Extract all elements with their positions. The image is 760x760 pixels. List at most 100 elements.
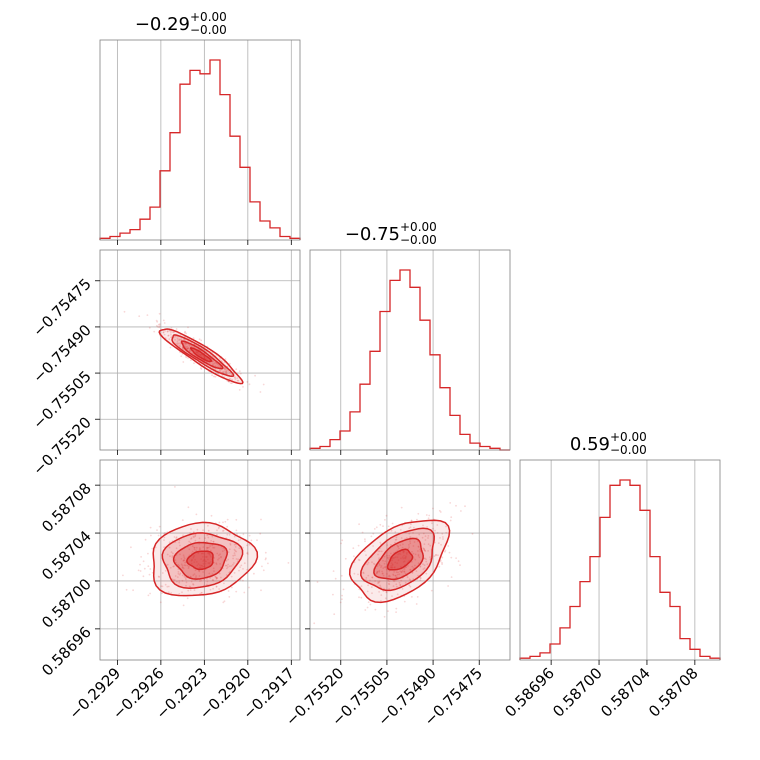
scatter-point [164,330,167,332]
scatter-point [388,570,391,572]
scatter-point [211,374,214,377]
scatter-point [224,368,227,371]
scatter-point [411,550,413,553]
scatter-point [167,334,170,337]
scatter-point [206,546,208,549]
scatter-point [436,524,439,526]
scatter-point [172,565,175,568]
scatter-point [186,347,189,350]
scatter-point [447,545,450,547]
scatter-point [425,514,428,516]
scatter-point [361,531,364,534]
scatter-point [227,590,230,592]
scatter-point [380,565,383,567]
scatter-point [352,547,355,550]
scatter-point [194,535,197,538]
scatter-point [437,554,439,557]
scatter-point [408,559,410,562]
scatter-point [215,576,218,579]
scatter-point [358,596,360,599]
scatter-point [441,561,443,564]
scatter-point [195,546,198,549]
scatter-point [163,546,166,549]
scatter-point [209,549,212,552]
scatter-point [208,546,210,549]
scatter-point [409,536,412,539]
scatter-point [204,556,207,558]
scatter-point [398,552,401,555]
scatter-point [206,534,209,537]
scatter-point [208,562,211,565]
panel-2-1 [309,459,511,661]
scatter-point [380,550,383,553]
scatter-point [260,518,262,521]
scatter-point [395,536,398,539]
scatter-point [416,596,419,598]
scatter-point [198,547,201,549]
scatter-point [182,560,185,562]
param-title-minus: −0.00 [190,23,227,37]
scatter-point [156,529,158,531]
scatter-point [140,556,143,558]
scatter-point [400,537,403,539]
scatter-point [384,566,387,569]
scatter-point [397,545,399,548]
scatter-point [390,562,393,564]
scatter-point [198,575,201,577]
scatter-point [242,568,244,570]
scatter-point [219,357,222,360]
scatter-point [239,372,242,375]
scatter-point [395,583,398,586]
scatter-point [362,571,365,574]
scatter-point [376,572,378,574]
scatter-point [405,551,408,554]
scatter-point [206,546,209,549]
scatter-point [408,544,410,546]
scatter-point [184,561,187,564]
scatter-point [261,565,263,568]
scatter-point [375,526,378,529]
scatter-point [342,588,345,591]
scatter-point [157,534,160,537]
scatter-point [167,334,170,337]
contour-level [172,541,228,580]
scatter-point [173,579,176,581]
scatter-point [429,556,431,558]
scatter-point [170,592,173,594]
scatter-point [408,578,411,581]
scatter-point [155,324,158,327]
scatter-point [213,546,216,549]
scatter-point [208,561,211,564]
scatter-point [267,562,269,565]
scatter-point [413,526,415,529]
scatter-point [250,539,253,542]
scatter-point [358,523,360,526]
scatter-point [403,570,406,573]
scatter-point [155,319,158,322]
scatter-point [176,340,179,343]
scatter-point [137,569,140,572]
scatter-point [178,342,181,345]
scatter-point [169,566,172,569]
scatter-point [238,370,241,373]
scatter-point [376,570,379,573]
scatter-point [151,547,154,550]
scatter-point [340,574,343,577]
scatter-point [383,566,386,568]
scatter-point [178,338,181,341]
scatter-point [185,581,188,584]
scatter-point [187,506,190,509]
scatter-point [370,535,373,538]
scatter-point [156,320,159,323]
scatter-point [213,362,216,365]
scatter-point [215,585,218,588]
scatter-point [455,557,457,559]
scatter-point [175,547,178,550]
scatter-point [192,555,195,558]
scatter-point [203,356,206,359]
scatter-point [384,560,387,563]
scatter-point [174,559,177,562]
scatter-point [213,557,216,559]
scatter-point [190,528,192,530]
scatter-point [214,575,217,578]
